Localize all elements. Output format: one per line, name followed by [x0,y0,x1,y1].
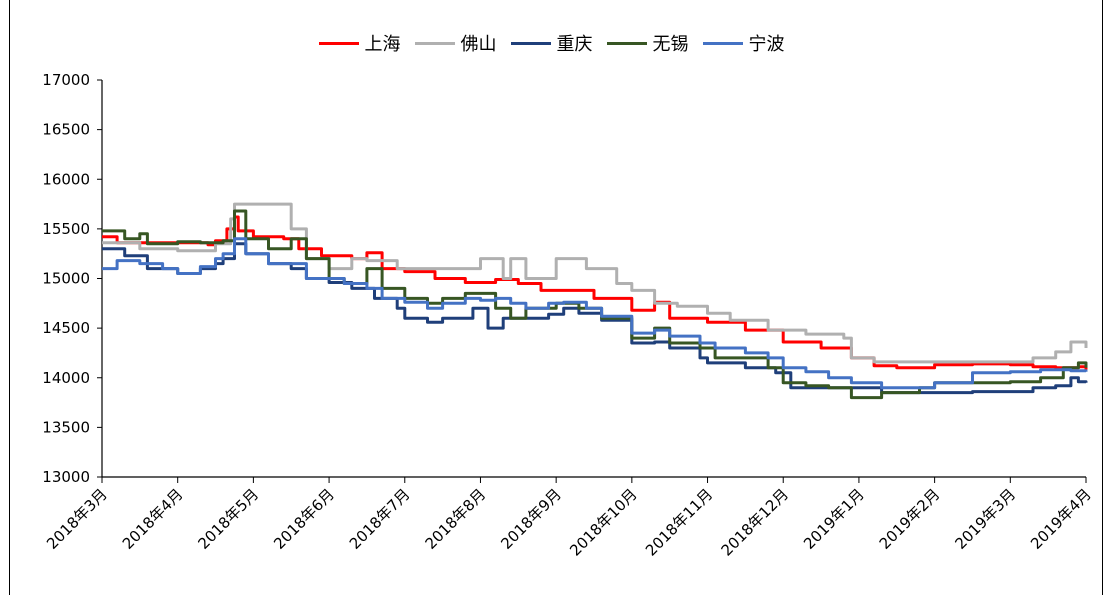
legend-item: 宁波 [702,30,785,56]
y-tick-label: 14000 [42,369,90,387]
chart-legend: 上海 佛山 重庆 无锡 宁波 [0,30,1103,56]
x-tick-label: 2018年10月 [566,485,640,559]
y-tick-label: 13500 [42,418,90,436]
x-tick-label: 2018年12月 [718,485,792,559]
y-tick-label: 15500 [42,220,90,238]
legend-swatch [702,41,743,45]
legend-swatch [606,41,647,45]
x-tick-label: 2018年8月 [422,485,490,553]
legend-item: 重庆 [510,30,593,56]
legend-label: 上海 [364,34,401,55]
legend-swatch [414,41,455,45]
legend-item: 佛山 [414,30,497,56]
x-tick-label: 2018年7月 [346,485,414,553]
x-tick-label: 2018年11月 [642,485,716,559]
series-line [102,209,1088,400]
y-tick-label: 16000 [42,170,90,188]
x-tick-label: 2018年4月 [119,485,187,553]
legend-label: 宁波 [748,34,785,55]
legend-swatch [318,41,359,45]
legend-label: 无锡 [652,34,689,55]
y-tick-label: 16500 [42,121,90,139]
legend-item: 无锡 [606,30,689,56]
y-tick-label: 15000 [42,270,90,288]
series-line [102,237,1088,390]
legend-swatch [510,41,551,45]
series-line [102,242,1088,395]
legend-label: 重庆 [556,34,593,55]
x-tick-label: 2019年1月 [800,485,868,553]
x-tick-label: 2018年9月 [497,485,565,553]
legend-label: 佛山 [460,34,497,55]
y-tick-label: 14500 [42,319,90,337]
x-tick-label: 2019年2月 [876,485,944,553]
frame-left-border [9,0,10,595]
legend-item: 上海 [318,30,401,56]
x-tick-label: 2019年4月 [1027,485,1095,553]
series-line [102,202,1088,364]
x-tick-label: 2018年5月 [195,485,263,553]
x-tick-label: 2018年3月 [43,485,111,553]
y-tick-label: 17000 [42,71,90,89]
y-tick-label: 13000 [42,468,90,486]
x-tick-label: 2018年6月 [270,485,338,553]
series-line [102,215,1088,370]
x-tick-label: 2019年3月 [951,485,1019,553]
